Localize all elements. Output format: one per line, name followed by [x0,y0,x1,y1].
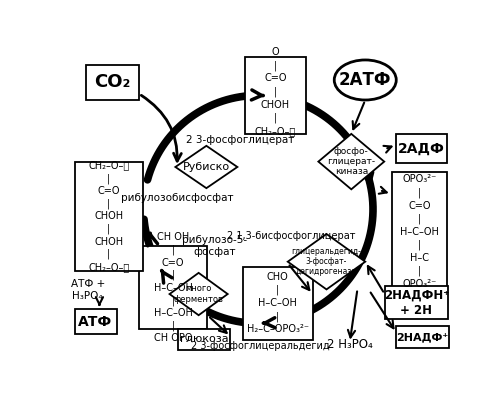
Text: фосфо-
глицерат-
киназа: фосфо- глицерат- киназа [327,147,375,177]
Text: рибулозо-5-
фосфат: рибулозо-5- фосфат [181,235,246,257]
Text: 2НАДФН⁺
+ 2Н: 2НАДФН⁺ + 2Н [384,289,449,316]
FancyBboxPatch shape [396,326,449,348]
Text: рибулозобисфосфат: рибулозобисфосфат [121,193,234,203]
Text: глюкоза: глюкоза [180,334,228,345]
Text: 2НАДФ⁺: 2НАДФ⁺ [397,332,449,342]
Polygon shape [175,146,237,188]
FancyBboxPatch shape [243,267,312,340]
FancyBboxPatch shape [86,65,139,100]
FancyBboxPatch shape [245,57,305,134]
Text: OPO₃²⁻
|
C=O
|
H–C–OH
|
H–C
|
OPO₃²⁻: OPO₃²⁻ | C=O | H–C–OH | H–C | OPO₃²⁻ [400,174,439,289]
Text: CH₂–O–Ⓟ
|
C=O
|
CHOH
|
CHOH
|
CH₂–O–Ⓟ: CH₂–O–Ⓟ | C=O | CHOH | CHOH | CH₂–O–Ⓟ [88,161,130,272]
FancyBboxPatch shape [392,172,448,292]
Text: CO₂: CO₂ [94,73,131,91]
FancyBboxPatch shape [396,134,447,163]
FancyBboxPatch shape [178,329,230,350]
FancyBboxPatch shape [75,309,117,334]
Text: Рубиско: Рубиско [183,162,230,172]
Text: 2АТФ: 2АТФ [339,71,392,89]
Polygon shape [169,273,228,315]
Text: АТФ: АТФ [79,315,113,329]
Text: CH OH
|
C=O
|
H–C–OH
|
H–C–OH
|
CH OPO: CH OH | C=O | H–C–OH | H–C–OH | CH OPO [154,232,193,343]
Text: O
|
C=O
|
CHOH
|
CH₂–O–Ⓟ: O | C=O | CHOH | CH₂–O–Ⓟ [255,47,296,136]
FancyBboxPatch shape [385,286,448,319]
Text: 2 3-фосфоглицеральдегид: 2 3-фосфоглицеральдегид [192,341,330,351]
Text: глицеральдегид-
3-фосфат-
дегидрогеназа: глицеральдегид- 3-фосфат- дегидрогеназа [291,247,361,276]
FancyBboxPatch shape [139,246,207,330]
Polygon shape [319,134,384,189]
Text: АТФ +
Н₃РО₄: АТФ + Н₃РО₄ [71,279,105,301]
Text: 2 H₃PO₄: 2 H₃PO₄ [327,337,372,351]
Text: много
ферментов: много ферментов [174,284,224,304]
Text: CHO
|
H–C–OH
|
H₂–C–OPO₃²⁻: CHO | H–C–OH | H₂–C–OPO₃²⁻ [246,272,308,334]
Text: 2 3-фосфоглицерат: 2 3-фосфоглицерат [185,135,294,145]
Text: 2 1,3-бисфосфоглицерат: 2 1,3-бисфосфоглицерат [227,231,356,241]
Text: 2АДФ: 2АДФ [398,141,445,156]
Polygon shape [288,234,365,289]
FancyBboxPatch shape [75,162,143,271]
Ellipse shape [334,60,396,100]
